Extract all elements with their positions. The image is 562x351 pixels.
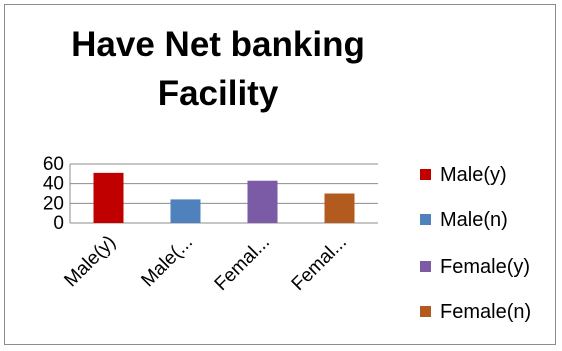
legend-swatch-female-y	[420, 261, 431, 272]
legend-label-female-n: Female(n)	[440, 301, 532, 323]
chart-title-line-2: Facility	[157, 74, 279, 113]
bar-1	[170, 199, 201, 223]
legend-label-male-n: Male(n)	[440, 209, 508, 231]
bar-3	[324, 193, 355, 223]
legend-swatch-female-n	[420, 306, 431, 317]
chart-title-line-1: Have Net banking	[71, 25, 365, 64]
y-tick-label: 40	[43, 174, 64, 195]
y-tick-label: 20	[43, 193, 64, 214]
legend-label-female-y: Female(y)	[440, 256, 531, 278]
legend-swatch-male-n	[420, 214, 431, 225]
legend-label-male-y: Male(y)	[440, 164, 507, 186]
legend-swatch-male-y	[420, 169, 431, 180]
bar-0	[93, 172, 124, 223]
x-tick-label: Male(...	[137, 232, 197, 292]
chart-title: Have Net banking Facility	[38, 20, 398, 118]
bar-2	[247, 180, 278, 223]
y-tick-label: 0	[53, 213, 64, 234]
y-tick-label: 60	[43, 154, 64, 175]
x-tick-label: Femal...	[288, 232, 351, 295]
x-tick-label: Male(y)	[60, 232, 120, 292]
x-tick-label: Femal...	[211, 232, 274, 295]
